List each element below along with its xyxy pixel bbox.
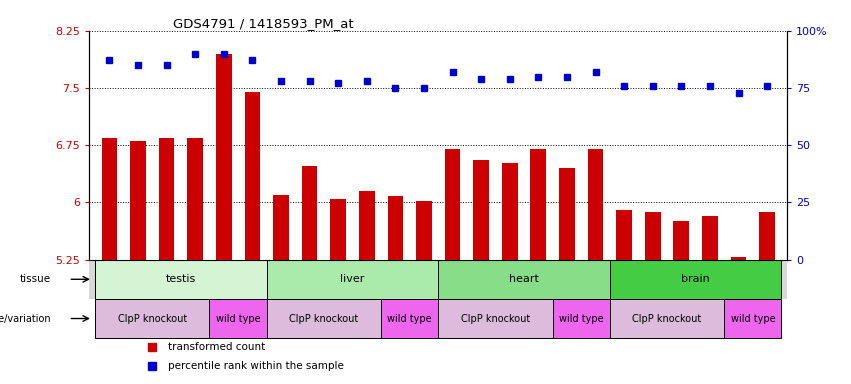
Bar bbox=[438, 299, 552, 338]
Bar bbox=[616, 210, 632, 260]
Text: ClpP knockout: ClpP knockout bbox=[289, 313, 358, 323]
Bar bbox=[473, 161, 489, 260]
Bar bbox=[209, 299, 266, 338]
Text: genotype/variation: genotype/variation bbox=[0, 313, 51, 323]
Text: tissue: tissue bbox=[20, 274, 51, 284]
Text: ClpP knockout: ClpP knockout bbox=[117, 313, 187, 323]
Bar bbox=[702, 216, 718, 260]
Bar bbox=[302, 166, 317, 260]
Text: GDS4791 / 1418593_PM_at: GDS4791 / 1418593_PM_at bbox=[173, 17, 354, 30]
Text: transformed count: transformed count bbox=[168, 342, 265, 352]
Bar bbox=[645, 212, 660, 260]
Text: wild type: wild type bbox=[387, 313, 432, 323]
Bar bbox=[158, 137, 174, 260]
Bar bbox=[502, 163, 517, 260]
Bar bbox=[673, 222, 689, 260]
Bar bbox=[731, 257, 746, 260]
Bar bbox=[216, 54, 231, 260]
Text: heart: heart bbox=[509, 274, 539, 284]
Bar bbox=[330, 199, 346, 260]
Bar bbox=[610, 260, 781, 299]
Bar bbox=[381, 299, 438, 338]
Bar bbox=[724, 299, 781, 338]
Bar bbox=[244, 92, 260, 260]
Text: ClpP knockout: ClpP knockout bbox=[632, 313, 702, 323]
Text: brain: brain bbox=[682, 274, 710, 284]
Bar bbox=[387, 196, 403, 260]
Bar bbox=[530, 149, 546, 260]
Bar bbox=[95, 260, 266, 299]
Text: wild type: wild type bbox=[216, 313, 260, 323]
Bar bbox=[95, 299, 209, 338]
Text: wild type: wild type bbox=[559, 313, 603, 323]
Bar bbox=[588, 149, 603, 260]
Bar bbox=[445, 149, 460, 260]
Bar bbox=[266, 299, 381, 338]
Text: ClpP knockout: ClpP knockout bbox=[461, 313, 530, 323]
Bar bbox=[266, 260, 438, 299]
Text: percentile rank within the sample: percentile rank within the sample bbox=[168, 361, 344, 371]
Bar bbox=[610, 299, 724, 338]
Bar bbox=[101, 137, 117, 260]
Bar bbox=[416, 201, 431, 260]
Bar bbox=[359, 191, 374, 260]
Text: liver: liver bbox=[340, 274, 365, 284]
Text: testis: testis bbox=[166, 274, 196, 284]
Bar bbox=[187, 137, 203, 260]
Bar bbox=[438, 260, 610, 299]
Bar bbox=[552, 299, 610, 338]
Bar bbox=[130, 141, 146, 260]
Bar bbox=[759, 212, 775, 260]
Text: wild type: wild type bbox=[730, 313, 775, 323]
Bar bbox=[559, 168, 574, 260]
Bar bbox=[273, 195, 288, 260]
